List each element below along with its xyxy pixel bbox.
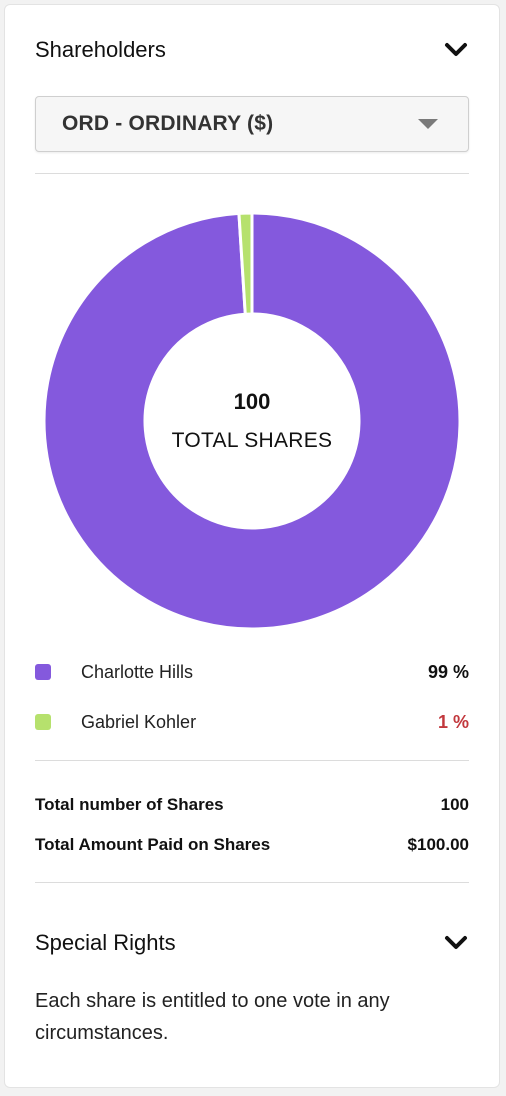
shareholders-title: Shareholders bbox=[35, 37, 166, 62]
legend-swatch bbox=[35, 714, 51, 730]
shareholders-header[interactable]: Shareholders bbox=[35, 37, 469, 63]
chevron-down-icon[interactable] bbox=[443, 930, 469, 956]
legend-item: Charlotte Hills 99 % bbox=[35, 647, 469, 697]
donut-slice-gabriel-kohler[interactable] bbox=[237, 211, 254, 316]
total-shares-row-value: 100 bbox=[440, 795, 469, 814]
total-shares-row-label: Total number of Shares bbox=[35, 795, 224, 814]
legend-item: Gabriel Kohler 1 % bbox=[35, 697, 469, 747]
special-rights-text: Each share is entitled to one vote in an… bbox=[35, 990, 390, 1044]
legend-percent: 99 % bbox=[427, 661, 469, 682]
total-paid-row-value: $100.00 bbox=[407, 835, 469, 854]
legend-name: Charlotte Hills bbox=[81, 661, 194, 682]
shareholders-card: Shareholders ORD - ORDINARY ($) 100 TOTA… bbox=[4, 4, 500, 1088]
share-class-select[interactable]: ORD - ORDINARY ($) bbox=[35, 96, 469, 152]
totals: Total number of Shares 100 Total Amount … bbox=[35, 785, 469, 865]
total-paid-row: Total Amount Paid on Shares $100.00 bbox=[35, 825, 469, 865]
legend: Charlotte Hills 99 % Gabriel Kohler 1 % bbox=[35, 647, 469, 747]
divider bbox=[35, 882, 469, 883]
legend-name: Gabriel Kohler bbox=[81, 711, 197, 732]
donut-svg bbox=[42, 211, 462, 631]
special-rights-title: Special Rights bbox=[35, 930, 176, 955]
special-rights-header[interactable]: Special Rights bbox=[35, 930, 469, 956]
divider bbox=[35, 173, 469, 174]
divider bbox=[35, 760, 469, 761]
total-paid-row-label: Total Amount Paid on Shares bbox=[35, 835, 271, 854]
share-class-value: ORD - ORDINARY ($) bbox=[62, 112, 274, 135]
chevron-down-icon[interactable] bbox=[443, 37, 469, 63]
donut-slice-charlotte-hills[interactable] bbox=[42, 211, 462, 631]
caret-down-icon bbox=[418, 119, 438, 129]
total-shares-row: Total number of Shares 100 bbox=[35, 785, 469, 825]
legend-percent: 1 % bbox=[437, 711, 469, 732]
legend-swatch bbox=[35, 664, 51, 680]
shareholders-donut-chart: 100 TOTAL SHARES bbox=[35, 204, 469, 638]
